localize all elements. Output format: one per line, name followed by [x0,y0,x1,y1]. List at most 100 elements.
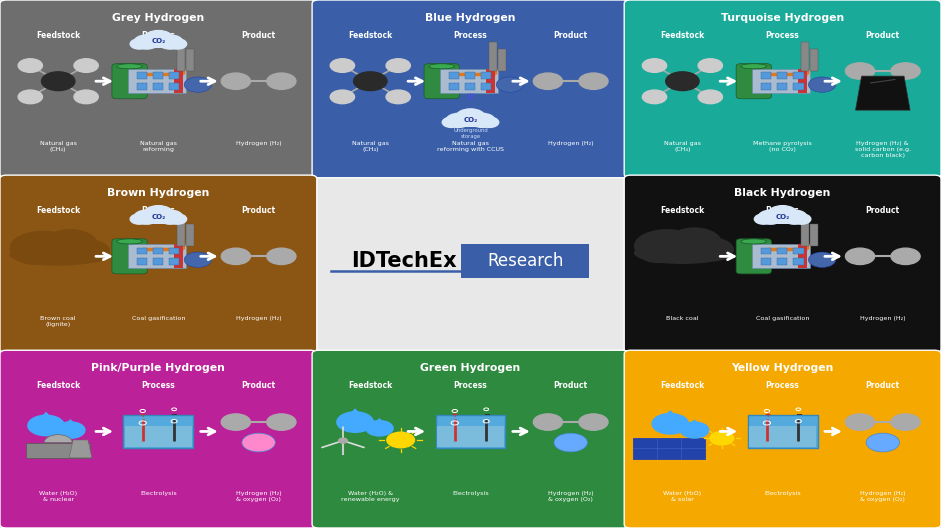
FancyBboxPatch shape [0,350,317,528]
Text: Feedstock: Feedstock [661,206,705,215]
Bar [465,83,475,90]
Ellipse shape [637,239,679,263]
Text: Electrolysis: Electrolysis [452,491,489,496]
Circle shape [184,77,212,92]
Ellipse shape [692,238,734,261]
Text: Natural gas
(CH₄): Natural gas (CH₄) [40,141,77,152]
Circle shape [481,117,499,127]
Text: Process: Process [141,381,175,390]
Bar [761,72,772,79]
Text: Process: Process [766,381,800,390]
Circle shape [221,414,250,430]
FancyBboxPatch shape [752,69,810,93]
Bar [761,248,772,254]
Bar [152,258,163,265]
Circle shape [339,438,347,443]
Bar [793,72,804,79]
Bar [798,244,807,268]
Bar [488,42,497,71]
Circle shape [18,59,42,72]
FancyBboxPatch shape [624,350,941,528]
Bar [135,42,182,49]
FancyBboxPatch shape [624,0,941,178]
Text: Feedstock: Feedstock [661,381,705,390]
Text: −: − [795,410,802,419]
Circle shape [496,77,523,92]
Text: Product: Product [866,206,900,215]
Circle shape [267,248,296,265]
FancyBboxPatch shape [748,415,818,448]
Ellipse shape [741,239,767,244]
FancyBboxPatch shape [0,175,317,353]
Bar [136,248,147,254]
Bar [136,258,147,265]
Bar [498,49,506,71]
Bar [177,42,185,71]
Bar [481,72,491,79]
Text: Grey Hydrogen: Grey Hydrogen [112,13,204,23]
FancyBboxPatch shape [0,0,317,178]
Circle shape [366,421,393,436]
Circle shape [680,422,709,438]
Bar [761,83,772,90]
Bar [136,83,147,90]
Text: −: − [483,410,489,419]
Ellipse shape [117,239,142,244]
Circle shape [808,77,836,92]
Text: Natural gas
(CH₄): Natural gas (CH₄) [352,141,389,152]
Polygon shape [69,440,92,458]
Circle shape [665,72,699,91]
Text: Water (H₂O)
& nuclear: Water (H₂O) & nuclear [40,491,77,502]
Ellipse shape [9,231,76,265]
Bar [177,217,185,246]
Bar [777,258,788,265]
Text: IDTechEx: IDTechEx [351,251,456,270]
Circle shape [643,90,666,103]
FancyBboxPatch shape [752,244,810,268]
FancyBboxPatch shape [312,350,629,528]
Text: Research: Research [486,252,564,270]
Text: Product: Product [866,381,900,390]
Text: Hydrogen (H₂): Hydrogen (H₂) [236,316,281,321]
Bar [777,83,788,90]
Bar [169,72,180,79]
Polygon shape [684,419,705,430]
Bar [777,72,788,79]
Circle shape [845,248,874,265]
Text: Turquoise Hydrogen: Turquoise Hydrogen [721,13,844,23]
Ellipse shape [741,64,767,69]
Circle shape [56,422,85,438]
FancyBboxPatch shape [26,442,90,458]
Bar [481,83,491,90]
Text: Hydrogen (H₂)
& oxygen (O₂): Hydrogen (H₂) & oxygen (O₂) [548,491,594,502]
Circle shape [144,205,173,222]
Ellipse shape [12,241,56,265]
Text: Green Hydrogen: Green Hydrogen [421,363,520,373]
FancyBboxPatch shape [123,415,193,448]
Text: Product: Product [242,381,276,390]
Text: Product: Product [553,381,588,390]
Circle shape [470,114,495,127]
Circle shape [845,414,874,430]
Circle shape [698,59,723,72]
Text: Feedstock: Feedstock [36,206,80,215]
Wedge shape [44,435,72,442]
FancyBboxPatch shape [736,239,772,274]
Text: Hydrogen (H₂): Hydrogen (H₂) [548,141,594,146]
Text: +: + [764,410,770,419]
Text: Black coal: Black coal [666,316,699,321]
Circle shape [130,214,149,224]
Polygon shape [32,412,59,426]
Ellipse shape [667,228,722,258]
Circle shape [28,415,64,436]
Text: Product: Product [866,31,900,40]
Bar [793,83,804,90]
Circle shape [534,73,563,89]
Circle shape [652,413,689,434]
Text: +: + [452,410,458,419]
Bar [465,72,475,79]
Circle shape [698,90,723,103]
Ellipse shape [43,229,98,260]
Polygon shape [657,410,684,424]
Text: Brown coal
(lignite): Brown coal (lignite) [40,316,76,327]
